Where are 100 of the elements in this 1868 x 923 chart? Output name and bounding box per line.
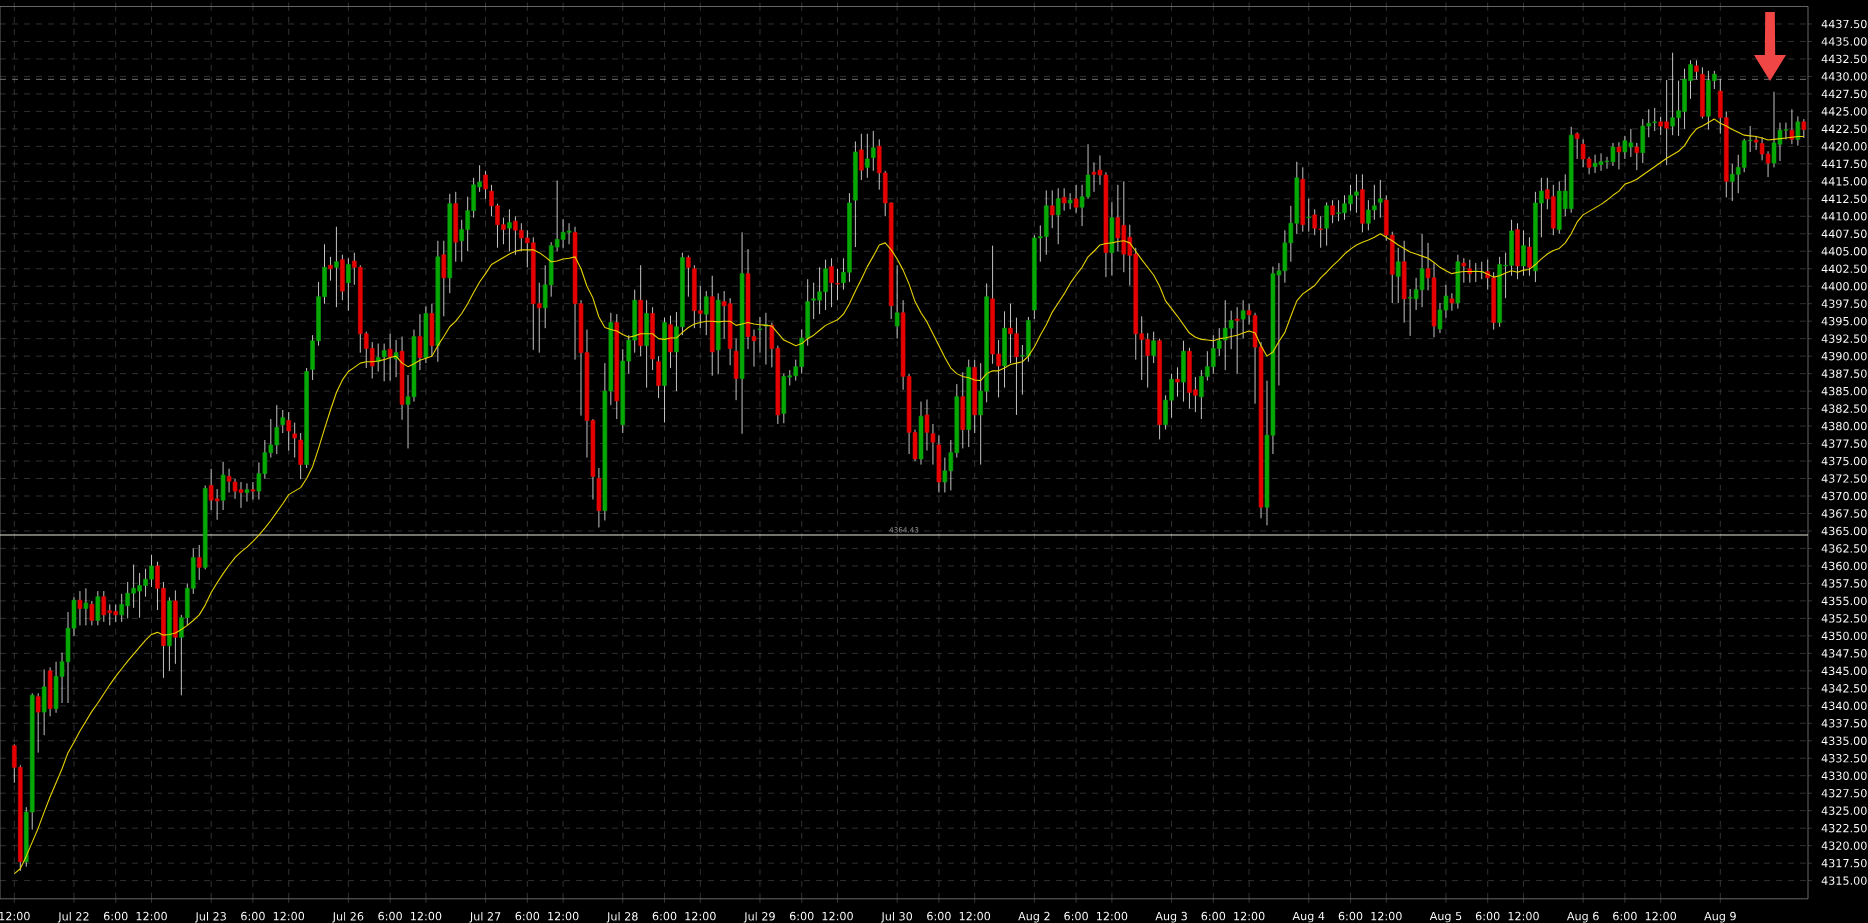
- y-tick-label: 4425.00: [1821, 107, 1867, 116]
- y-tick-label: 4355.00: [1821, 596, 1867, 606]
- candlestick: [1151, 331, 1156, 364]
- x-tick-label: 12:00: [0, 911, 30, 921]
- y-tick-label: 4342.50: [1821, 684, 1867, 693]
- y-tick-label: 4367.50: [1821, 509, 1867, 518]
- y-tick-label: 4392.50: [1821, 334, 1867, 343]
- candlestick: [865, 133, 870, 179]
- x-tick-label: Jul 22: [57, 911, 89, 923]
- candlestick: [244, 482, 250, 503]
- candlestick: [757, 316, 763, 354]
- y-tick-label: 4332.50: [1821, 754, 1867, 763]
- y-tick-label: 4325.00: [1821, 806, 1867, 815]
- candlestick: [1616, 141, 1622, 170]
- candlestick: [77, 590, 83, 626]
- x-tick-label: 12:00: [685, 911, 716, 921]
- y-tick-label: 4407.50: [1821, 229, 1867, 238]
- x-tick-label: 6:00: [1613, 911, 1637, 921]
- y-tick-label: 4382.50: [1821, 404, 1867, 413]
- x-tick-label: 6:00: [1201, 911, 1226, 921]
- candlestick: [1049, 189, 1055, 229]
- x-tick-label: Jul 30: [880, 911, 913, 923]
- y-tick-label: 4380.00: [1821, 421, 1867, 431]
- y-tick-label: 4402.50: [1821, 264, 1867, 273]
- y-tick-label: 4347.50: [1821, 649, 1867, 658]
- y-tick-label: 4360.00: [1821, 561, 1867, 571]
- x-tick-label: Jul 28: [606, 911, 638, 923]
- y-tick-label: 4362.50: [1821, 544, 1867, 553]
- candlestick: [1694, 59, 1699, 80]
- candlestick: [1067, 192, 1073, 210]
- y-tick-label: 4315.00: [1821, 876, 1867, 885]
- candlestick: [83, 587, 89, 626]
- x-tick-label: Aug 5: [1429, 911, 1462, 923]
- x-tick-label: 6:00: [789, 911, 814, 921]
- y-tick-label: 4340.00: [1821, 701, 1867, 711]
- candlestick: [1061, 187, 1067, 212]
- candlestick: [292, 422, 297, 458]
- candlestick: [1306, 198, 1312, 233]
- candlestick: [686, 254, 691, 298]
- candlestick: [1055, 187, 1061, 245]
- candlestick: [346, 257, 351, 312]
- y-tick-label: 4415.00: [1821, 177, 1867, 186]
- y-tick-label: 4437.50: [1821, 19, 1867, 29]
- y-tick-label: 4320.00: [1821, 841, 1867, 850]
- y-tick-label: 4372.50: [1821, 474, 1867, 483]
- candlestick: [1753, 135, 1759, 151]
- candlestick: [1795, 115, 1801, 147]
- candlestick: [871, 130, 876, 172]
- candlestick: [859, 133, 864, 181]
- candlestick: [924, 399, 930, 451]
- y-tick-label: 4385.00: [1821, 386, 1867, 396]
- candlestick: [894, 264, 900, 340]
- candlestick: [1395, 247, 1401, 304]
- y-tick-label: 4317.50: [1821, 858, 1867, 868]
- y-tick-label: 4335.00: [1821, 736, 1867, 745]
- y-tick-label: 4400.00: [1821, 281, 1867, 291]
- candlestick: [704, 290, 709, 336]
- x-tick-label: Aug 4: [1292, 911, 1325, 923]
- x-tick-label: 12:00: [548, 911, 579, 921]
- candlestick: [829, 257, 834, 308]
- x-tick-label: 6:00: [1338, 911, 1363, 921]
- y-tick-label: 4387.50: [1821, 369, 1867, 378]
- candlestick: [1574, 131, 1580, 160]
- candlestick: [1073, 184, 1079, 214]
- y-tick-label: 4412.50: [1821, 194, 1867, 204]
- x-tick-label: Aug 9: [1704, 911, 1736, 923]
- y-tick-label: 4432.50: [1821, 54, 1867, 64]
- x-tick-label: 12:00: [822, 911, 853, 921]
- y-tick-label: 4422.50: [1821, 124, 1867, 134]
- y-tick-label: 4365.00: [1821, 526, 1867, 536]
- y-tick-label: 4397.50: [1821, 299, 1867, 308]
- y-tick-label: 4370.00: [1821, 491, 1867, 501]
- y-tick-label: 4390.00: [1821, 351, 1867, 361]
- x-tick-label: 12:00: [1096, 911, 1128, 921]
- x-tick-label: 12:00: [136, 911, 167, 921]
- x-tick-label: 6:00: [1064, 911, 1088, 921]
- candlestick: [835, 268, 840, 301]
- candlestick: [1521, 229, 1526, 277]
- candlestick: [286, 411, 291, 451]
- x-tick-label: 12:00: [411, 911, 442, 921]
- y-tick-label: 4435.00: [1821, 37, 1867, 46]
- candlestick: [483, 170, 488, 200]
- x-tick-label: 12:00: [1645, 911, 1677, 921]
- y-tick-label: 4427.50: [1821, 89, 1867, 99]
- candlestick: [1330, 199, 1335, 224]
- candlestick: [89, 600, 95, 626]
- x-tick-label: 6:00: [515, 911, 540, 921]
- y-tick-label: 4410.00: [1821, 212, 1867, 221]
- y-tick-label: 4337.50: [1821, 719, 1867, 728]
- x-tick-label: 12:00: [1371, 911, 1402, 921]
- candlestick: [35, 692, 41, 754]
- candlestick: [763, 312, 769, 365]
- y-tick-label: 4420.00: [1821, 142, 1867, 151]
- y-tick-label: 4405.00: [1821, 247, 1867, 256]
- y-tick-label: 4375.00: [1821, 456, 1867, 466]
- y-tick-label: 4417.50: [1821, 159, 1867, 169]
- candlestick: [441, 240, 447, 317]
- y-tick-label: 4327.50: [1821, 788, 1867, 798]
- candlestick: [1234, 306, 1240, 375]
- candlestick: [1240, 299, 1246, 340]
